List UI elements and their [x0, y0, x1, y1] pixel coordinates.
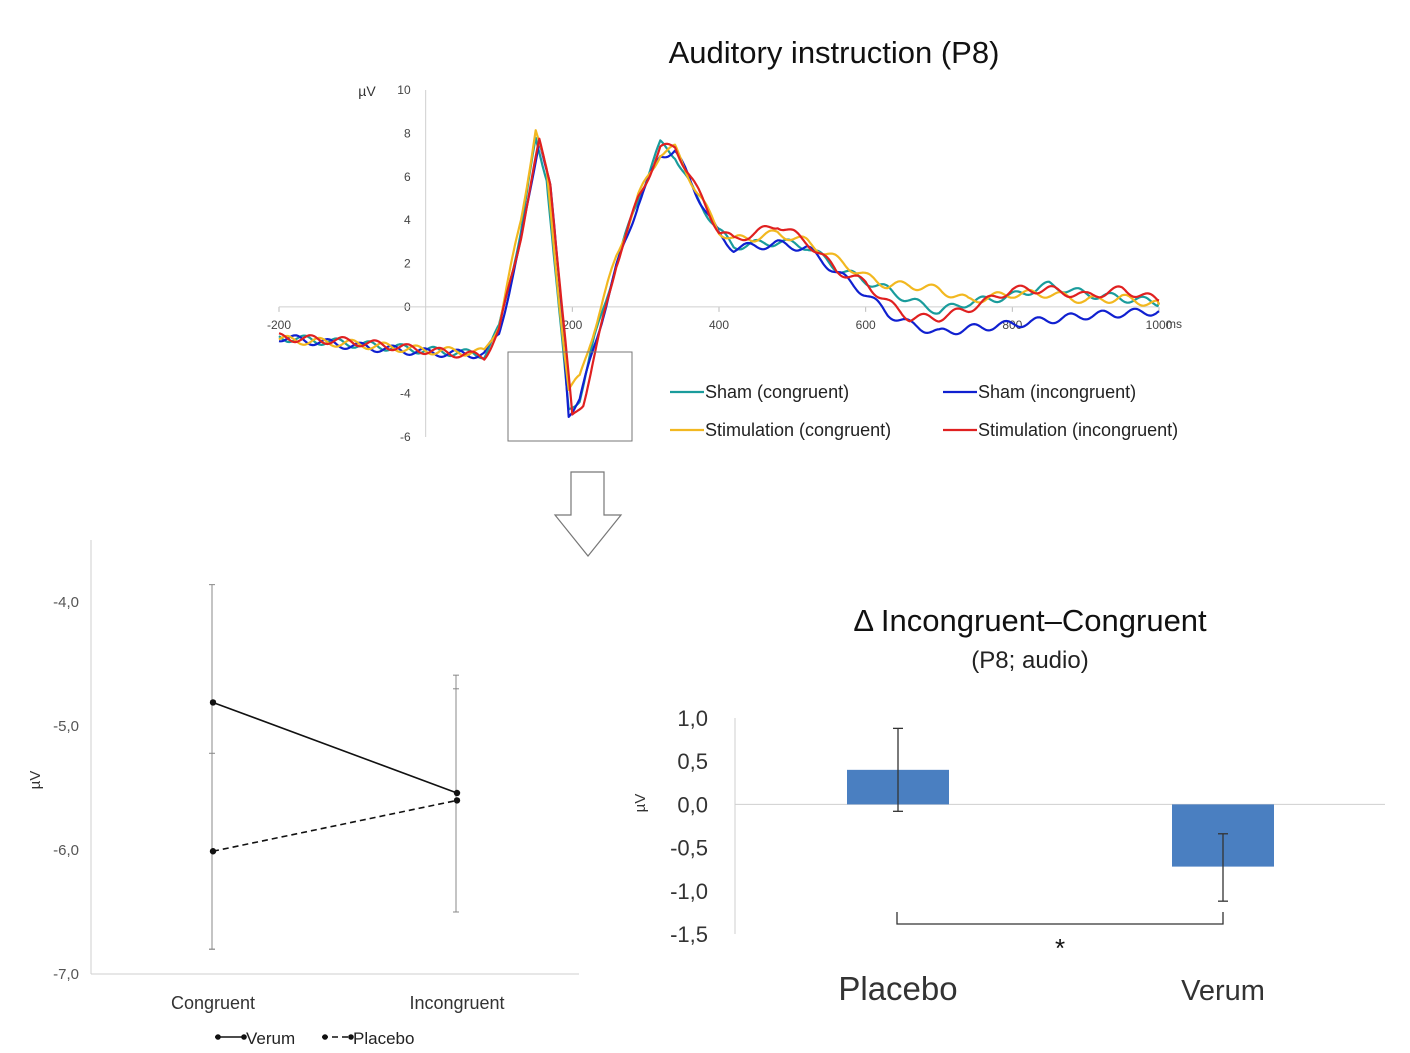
interaction-y-tick: -5,0 — [53, 718, 79, 735]
interaction-y-ticks: -4,0 -5,0 -6,0 -7,0 — [53, 594, 79, 983]
delta-error-bars — [893, 727, 1228, 902]
delta-categories: Placebo Verum — [838, 970, 1265, 1007]
erp-x-ticks: -200 200 400 600 800 1000 — [267, 306, 1173, 332]
delta-chart-subtitle: (P8; audio) — [971, 647, 1088, 674]
significance-bracket — [896, 912, 1224, 925]
interaction-category-label: Congruent — [171, 993, 255, 1013]
delta-y-tick: -1,0 — [670, 879, 708, 904]
interaction-chart: µV -4,0 -5,0 -6,0 -7,0 Congruent Incongruent… — [27, 540, 579, 1048]
erp-y-tick: 6 — [404, 170, 411, 184]
erp-y-unit: µV — [358, 83, 376, 99]
erp-x-tick: 200 — [562, 318, 582, 332]
erp-x-tick: 400 — [709, 318, 729, 332]
delta-y-ticks: 1,0 0,5 0,0 -0,5 -1,0 -1,5 — [670, 706, 708, 947]
erp-y-tick: -4 — [400, 387, 411, 401]
interaction-point — [209, 848, 217, 855]
interaction-point — [209, 699, 217, 706]
interaction-y-tick: -6,0 — [53, 842, 79, 859]
interaction-legend-marker — [241, 1034, 247, 1040]
erp-legend: Sham (congruent) Sham (incongruent) Stimul… — [670, 382, 1178, 440]
delta-y-tick: 0,0 — [677, 792, 708, 817]
erp-chart-title: Auditory instruction (P8) — [669, 35, 1000, 70]
significance-star: * — [1055, 933, 1065, 963]
interaction-legend-marker — [215, 1034, 221, 1040]
interaction-y-unit: µV — [27, 771, 44, 790]
erp-x-tick: 600 — [856, 318, 876, 332]
interaction-legend-label: Verum — [246, 1029, 295, 1048]
interaction-legend: Verum Placebo — [215, 1029, 414, 1048]
delta-y-tick: 1,0 — [677, 706, 708, 731]
erp-legend-label: Sham (congruent) — [705, 382, 849, 402]
interaction-y-tick: -4,0 — [53, 594, 79, 611]
delta-category-label: Verum — [1181, 975, 1265, 1007]
erp-legend-label: Sham (incongruent) — [978, 382, 1136, 402]
delta-chart: Δ Incongruent–Congruent (P8; audio) µV 1… — [632, 603, 1385, 1007]
delta-y-tick: -0,5 — [670, 836, 708, 861]
erp-x-tick: -200 — [267, 318, 291, 332]
interaction-legend-label: Placebo — [353, 1029, 414, 1048]
delta-category-label: Placebo — [838, 970, 957, 1007]
interaction-error-bars — [209, 584, 459, 950]
interaction-legend-marker — [322, 1034, 328, 1040]
interaction-point — [453, 797, 461, 804]
delta-bars — [847, 769, 1274, 867]
erp-y-tick: 4 — [404, 213, 411, 227]
erp-series-line — [278, 137, 1160, 416]
erp-series-line — [278, 140, 1160, 418]
erp-series-line — [278, 136, 1161, 411]
down-arrow-icon — [553, 471, 623, 557]
erp-y-tick: 8 — [404, 126, 411, 140]
interaction-series-line — [212, 701, 458, 794]
interaction-category-label: Incongruent — [409, 993, 504, 1013]
erp-y-tick: -6 — [400, 430, 411, 444]
delta-y-tick: 0,5 — [677, 749, 708, 774]
interaction-y-tick: -7,0 — [53, 966, 79, 983]
delta-chart-title: Δ Incongruent–Congruent — [853, 603, 1207, 638]
delta-y-tick: -1,5 — [670, 922, 708, 947]
erp-chart: Auditory instruction (P8) µV 1086420-4-6… — [267, 35, 1182, 444]
erp-x-tick: 1000 — [1146, 318, 1173, 332]
interaction-legend-marker — [348, 1034, 354, 1040]
delta-y-unit: µV — [632, 794, 649, 813]
interaction-categories: Congruent Incongruent — [171, 993, 505, 1013]
erp-y-tick: 10 — [397, 83, 411, 97]
interaction-series-line — [212, 799, 458, 853]
interaction-series — [209, 699, 461, 855]
interaction-point — [453, 789, 461, 797]
erp-x-unit: ms — [1166, 317, 1182, 331]
erp-legend-label: Stimulation (incongruent) — [978, 420, 1178, 440]
zoom-highlight-box — [507, 351, 633, 442]
erp-y-tick: 2 — [404, 257, 411, 271]
erp-legend-label: Stimulation (congruent) — [705, 420, 891, 440]
erp-series — [278, 129, 1161, 418]
